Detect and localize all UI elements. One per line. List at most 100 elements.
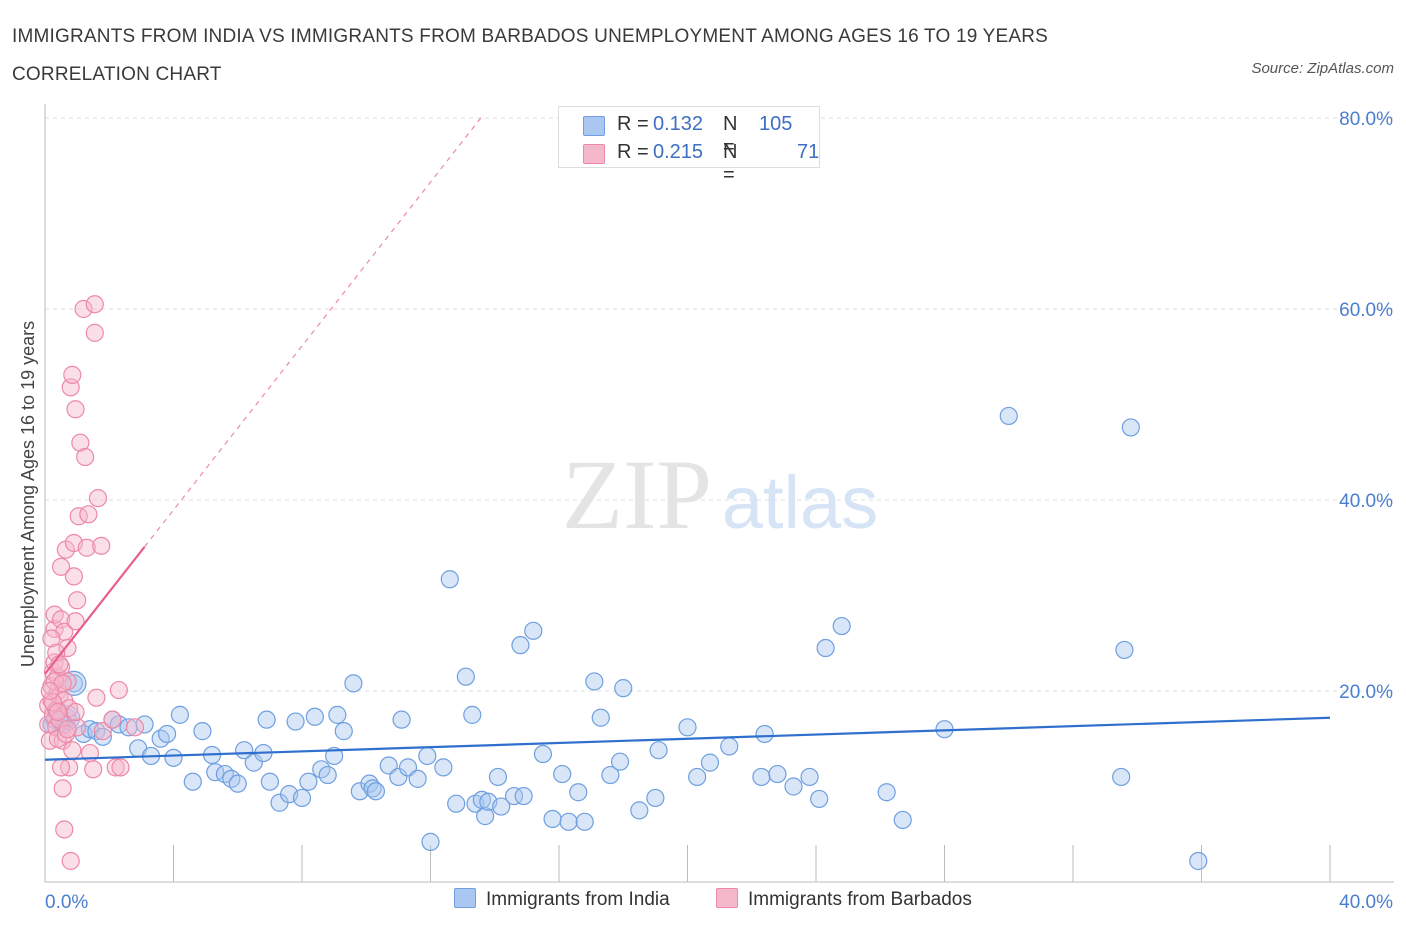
india-point — [893, 810, 912, 830]
india-point — [816, 638, 835, 658]
legend-n-label: N = — [723, 141, 738, 186]
india-point — [559, 812, 578, 831]
y-tick-label: 80.0% — [1339, 109, 1393, 130]
tick-labels: 20.0% 40.0% 60.0% 80.0% 0.0% 40.0% — [45, 109, 1393, 913]
x-tick-label: 40.0% — [1339, 892, 1393, 913]
barbados-point — [64, 567, 84, 586]
legend-swatch-india — [454, 888, 476, 908]
barbados-point — [106, 758, 125, 777]
barbados-point — [58, 720, 77, 739]
india-point — [93, 727, 112, 746]
india-point — [630, 801, 649, 820]
barbados-point — [40, 681, 59, 701]
y-tick-label: 20.0% — [1339, 682, 1393, 703]
trend-lines — [44, 117, 1331, 761]
india-point — [678, 718, 697, 737]
india-point — [164, 748, 183, 767]
barbados-point — [85, 323, 104, 342]
series-barbados-points — [39, 295, 145, 871]
legend-swatch-india — [583, 116, 605, 136]
india-point — [456, 667, 475, 686]
india-point — [170, 705, 190, 724]
india-point — [1189, 851, 1208, 871]
india-point — [569, 783, 588, 802]
india-point — [524, 621, 543, 640]
stats-legend: R = 0.132 N = 105 R = 0.215 N = 71 — [558, 106, 820, 186]
barbados-point — [84, 760, 103, 779]
india-point — [999, 406, 1018, 426]
india-point — [504, 786, 524, 806]
gridlines — [45, 117, 1394, 692]
india-point — [832, 616, 851, 636]
india-point — [434, 758, 453, 777]
barbados-point — [111, 758, 130, 777]
barbados-point — [74, 299, 93, 319]
india-point — [183, 772, 202, 791]
barbados-point — [68, 591, 87, 610]
barbados-point — [51, 758, 71, 777]
y-tick-label: 40.0% — [1339, 491, 1393, 512]
india-point — [601, 765, 620, 785]
barbados-point — [85, 295, 104, 314]
india-point — [421, 832, 440, 851]
barbados-point — [79, 505, 98, 524]
india-point — [649, 741, 668, 760]
india-point — [328, 705, 347, 724]
india-point — [700, 753, 720, 772]
india-point — [392, 710, 411, 729]
india-point — [447, 794, 466, 813]
india-point — [784, 777, 803, 796]
india-point — [366, 782, 385, 801]
india-point — [614, 679, 633, 698]
india-point — [408, 769, 427, 788]
legend-n-value: 71 — [797, 141, 820, 163]
bottom-legend-india: Immigrants from India — [454, 888, 670, 911]
india-point — [752, 767, 771, 787]
barbados-point — [87, 688, 106, 707]
india-point — [591, 708, 610, 727]
india-trend-line — [44, 716, 1331, 761]
india-point — [755, 724, 774, 744]
india-point — [299, 772, 318, 791]
india-point — [193, 722, 212, 741]
x-tick-label: 0.0% — [45, 892, 88, 913]
india-point — [244, 753, 263, 772]
india-point — [257, 710, 276, 729]
y-axis-label: Unemployment Among Ages 16 to 19 years — [18, 321, 38, 667]
barbados-trend-extension — [144, 117, 482, 548]
barbados-trend-line — [44, 546, 146, 675]
india-point — [1121, 418, 1140, 437]
india-point — [363, 779, 382, 798]
watermark: ZIP atlas — [562, 439, 878, 550]
barbados-point — [66, 702, 85, 722]
barbados-point — [43, 693, 63, 712]
india-point — [488, 767, 508, 787]
india-point — [476, 807, 495, 826]
barbados-point — [92, 536, 111, 555]
barbados-point — [71, 433, 90, 452]
barbados-point — [66, 400, 85, 419]
chart-title: IMMIGRANTS FROM INDIA VS IMMIGRANTS FROM… — [12, 26, 1049, 85]
barbados-point — [77, 538, 96, 557]
india-point — [810, 789, 829, 809]
barbados-point — [88, 488, 108, 508]
india-point — [260, 772, 279, 791]
series-india-points — [42, 406, 1208, 871]
india-point — [533, 744, 553, 764]
bottom-legend-barbados: Immigrants from Barbados — [716, 888, 972, 911]
india-point — [768, 764, 787, 784]
legend-r-value: 0.132 — [653, 113, 704, 135]
india-point — [292, 788, 312, 808]
barbados-point — [125, 718, 145, 737]
legend-n-value: 105 — [759, 113, 793, 135]
barbados-point — [63, 365, 82, 384]
legend-label-india: Immigrants from India — [486, 889, 670, 910]
india-point — [389, 767, 408, 787]
barbados-point — [103, 710, 122, 729]
watermark-zip: ZIP — [562, 439, 712, 550]
india-point — [1115, 640, 1134, 660]
y-tick-label: 60.0% — [1339, 300, 1393, 321]
india-point — [511, 636, 530, 655]
india-point — [553, 764, 572, 784]
